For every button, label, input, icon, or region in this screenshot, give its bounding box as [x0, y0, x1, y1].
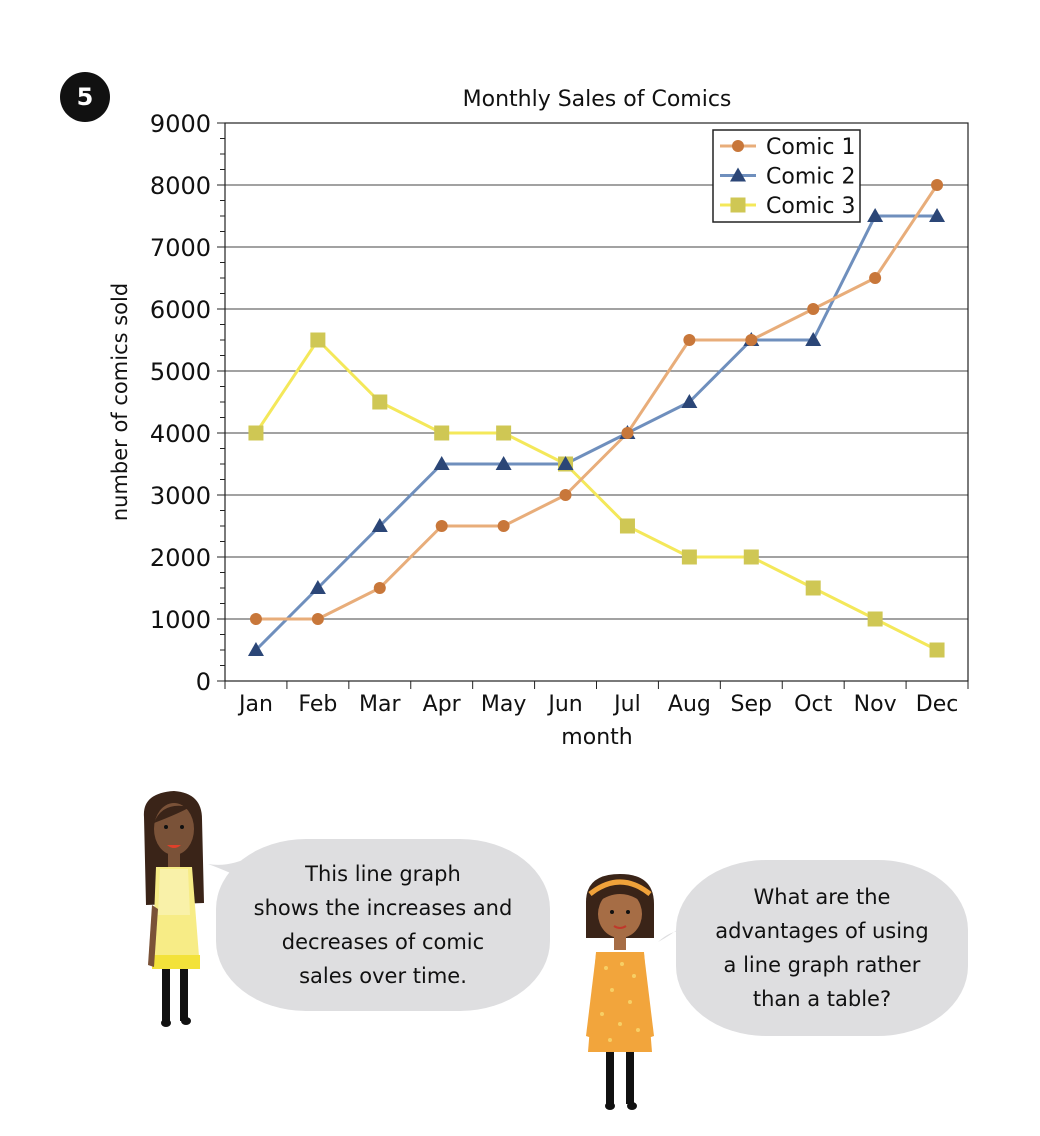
data-point-comic-2	[805, 332, 822, 346]
data-point-comic-2	[247, 642, 264, 656]
x-axis-label: month	[561, 725, 632, 750]
data-point-comic-1	[683, 334, 696, 346]
legend-label: Comic 1	[766, 135, 855, 160]
data-point-comic-3	[248, 425, 264, 441]
data-point-comic-3	[867, 611, 883, 627]
data-point-comic-2	[495, 456, 512, 470]
legend-marker	[730, 167, 746, 182]
data-point-comic-3	[929, 642, 945, 658]
speech-bubble-left: This line graph shows the increases and …	[216, 839, 550, 1011]
data-point-comic-2	[867, 208, 884, 222]
data-point-comic-1	[249, 613, 262, 625]
data-point-comic-1	[931, 179, 944, 191]
data-point-comic-1	[435, 520, 448, 532]
y-tick-label: 7000	[150, 234, 211, 262]
speech-bubble-right: What are the advantages of using a line …	[676, 860, 968, 1036]
data-point-comic-3	[743, 549, 759, 565]
y-tick-label: 3000	[150, 482, 211, 510]
data-point-comic-3	[496, 425, 512, 441]
data-point-comic-1	[621, 427, 634, 439]
data-point-comic-3	[619, 518, 635, 534]
data-point-comic-3	[681, 549, 697, 565]
x-tick-label: Sep	[731, 692, 772, 717]
data-point-comic-2	[681, 394, 698, 408]
y-tick-label: 2000	[150, 544, 211, 572]
series-line-comic-1	[255, 184, 939, 621]
legend-marker	[732, 140, 744, 152]
y-tick-label: 5000	[150, 358, 211, 386]
series-line-comic-3	[254, 338, 938, 652]
chart-title: Monthly Sales of Comics	[463, 87, 732, 112]
y-tick-label: 4000	[150, 420, 211, 448]
x-tick-label: May	[481, 692, 526, 717]
data-point-comic-1	[373, 582, 386, 594]
data-point-comic-2	[929, 208, 946, 222]
y-tick-label: 6000	[150, 296, 211, 324]
x-tick-label: Feb	[298, 692, 337, 717]
data-point-comic-2	[371, 518, 388, 532]
data-point-comic-3	[310, 332, 326, 348]
y-axis-label: number of comics sold	[108, 283, 132, 521]
data-point-comic-2	[557, 456, 574, 470]
data-point-comic-1	[497, 520, 510, 532]
y-tick-label: 8000	[150, 172, 211, 200]
x-tick-label: Jul	[612, 692, 641, 717]
data-point-comic-1	[807, 303, 820, 315]
x-tick-label: Jun	[546, 692, 582, 717]
data-point-comic-1	[559, 489, 572, 501]
data-point-comic-2	[309, 580, 326, 594]
legend-marker	[730, 197, 746, 213]
data-point-comic-3	[372, 394, 388, 410]
x-tick-label: Apr	[423, 692, 462, 717]
x-tick-label: Aug	[668, 692, 711, 717]
x-tick-label: Nov	[854, 692, 897, 717]
y-tick-label: 9000	[150, 110, 211, 138]
x-tick-label: Dec	[916, 692, 959, 717]
legend-label: Comic 3	[766, 194, 855, 219]
question-number-badge: 5	[60, 72, 110, 122]
data-point-comic-1	[311, 613, 324, 625]
legend-label: Comic 2	[766, 165, 855, 190]
data-point-comic-2	[433, 456, 450, 470]
data-point-comic-1	[745, 334, 758, 346]
character-girl-right	[586, 874, 654, 1110]
series-line-comic-2	[254, 214, 938, 652]
line-chart: 0 1000 2000 3000 4000 5000 6000 7000 8000 9000 Jan…	[108, 87, 969, 750]
y-tick-label: 1000	[150, 606, 211, 634]
speech-text-left: This line graph shows the increases and …	[253, 862, 513, 988]
character-girl-left	[143, 791, 204, 1027]
data-point-comic-3	[434, 425, 450, 441]
x-tick-label: Mar	[359, 692, 401, 717]
data-point-comic-1	[869, 272, 882, 284]
x-tick-label: Jan	[237, 692, 273, 717]
y-tick-label: 0	[196, 668, 211, 696]
data-point-comic-3	[805, 580, 821, 596]
x-tick-label: Oct	[794, 692, 832, 717]
speech-text-right: What are the advantages of using a line …	[715, 885, 929, 1011]
